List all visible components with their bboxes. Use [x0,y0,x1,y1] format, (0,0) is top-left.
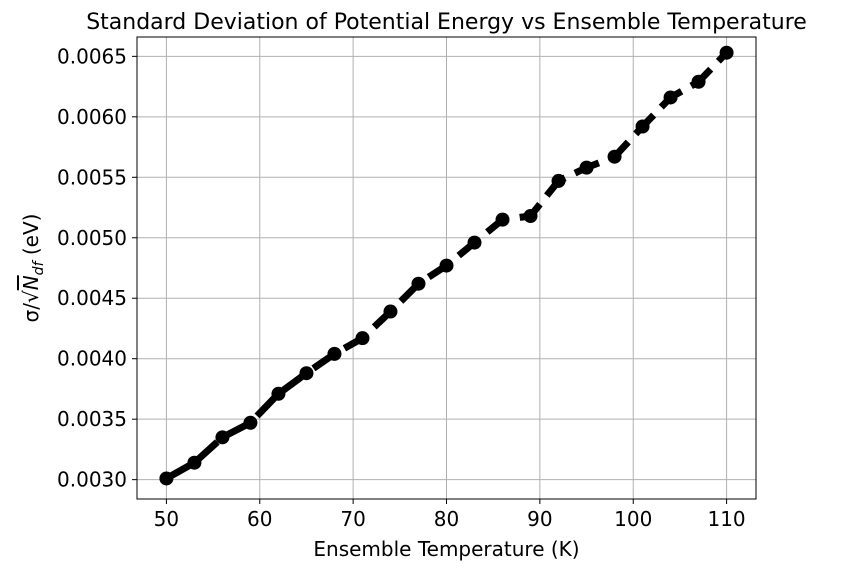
y-tick-label: 0.0035 [57,407,127,431]
y-tick-label: 0.0060 [57,105,127,129]
data-point [159,471,174,486]
y-axis-label: σ/√Ndf (eV) [19,214,47,323]
data-point [523,208,538,223]
data-point [243,415,258,430]
x-tick-label: 50 [154,507,179,531]
data-point [579,160,594,175]
data-point [607,149,622,164]
data-point [271,386,286,401]
y-tick-label: 0.0045 [57,286,127,310]
data-point [663,90,678,105]
y-axis-label-symbol: N [19,275,43,290]
y-tick-label: 0.0050 [57,226,127,250]
y-axis-label-prefix: σ/√ [19,290,43,322]
y-tick-label: 0.0040 [57,347,127,371]
data-point [215,430,230,445]
data-point [467,235,482,250]
x-tick-label: 100 [614,507,652,531]
x-axis-label: Ensemble Temperature (K) [313,537,579,561]
x-tick-label: 70 [340,507,365,531]
data-point [691,74,706,89]
x-tick-label: 60 [247,507,272,531]
data-point [439,258,454,273]
y-tick-label: 0.0065 [57,44,127,68]
data-point [187,455,202,470]
y-tick-label: 0.0055 [57,165,127,189]
data-point [551,173,566,188]
y-axis-label-subscript: df [31,259,47,275]
data-point [495,212,510,227]
series-layer [159,45,734,486]
y-tick-label: 0.0030 [57,468,127,492]
tick-layer: 50 60 70 80 90 100 110 0.0030 0.0035 0.0040 0.0045… [57,44,746,531]
y-axis-label-unit: (eV) [19,214,43,262]
data-point [383,304,398,319]
x-tick-label: 90 [527,507,552,531]
data-point [355,331,370,346]
data-point [719,45,734,60]
data-point [635,119,650,134]
x-tick-label: 110 [707,507,745,531]
data-point [411,276,426,291]
chart-title: Standard Deviation of Potential Energy v… [86,10,807,35]
data-point [327,346,342,361]
data-point [299,366,314,381]
x-tick-label: 80 [434,507,459,531]
